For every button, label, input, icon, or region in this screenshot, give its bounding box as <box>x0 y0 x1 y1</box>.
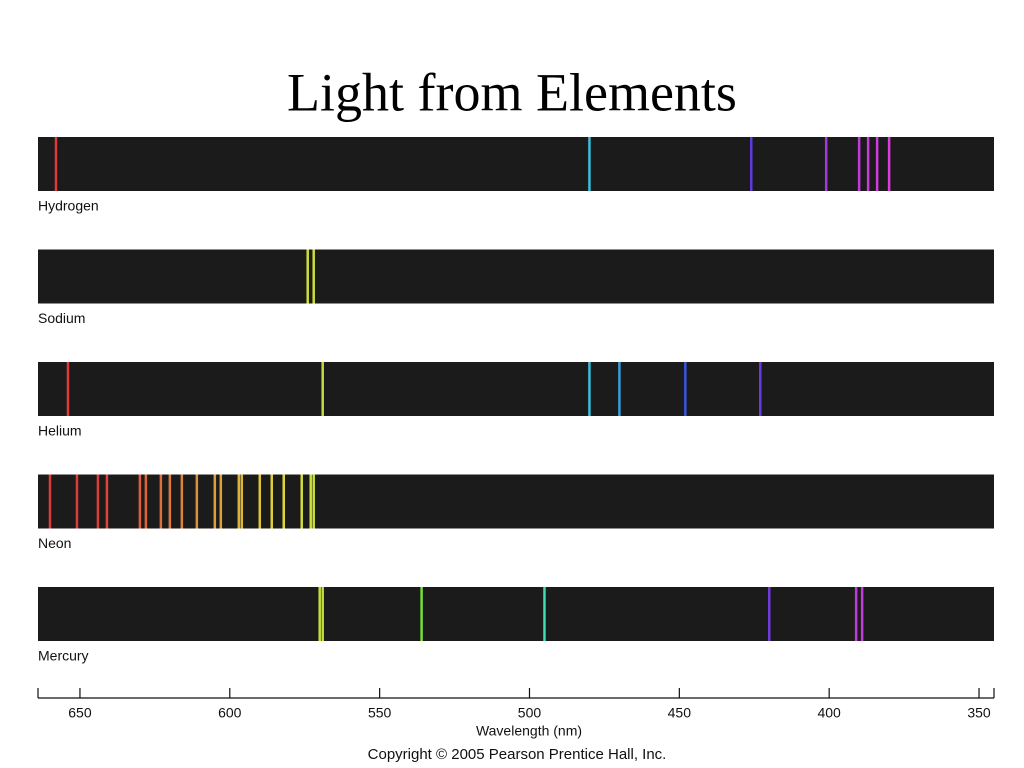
chart-title: Light from Elements <box>287 62 737 122</box>
x-tick-label: 450 <box>668 705 692 721</box>
spectrum-band <box>38 137 994 191</box>
spectrum-band <box>38 587 994 641</box>
x-tick-label: 500 <box>518 705 542 721</box>
element-label: Hydrogen <box>38 198 99 214</box>
element-label: Mercury <box>38 648 89 664</box>
copyright: Copyright © 2005 Pearson Prentice Hall, … <box>368 746 667 763</box>
x-tick-label: 600 <box>218 705 242 721</box>
x-tick-label: 350 <box>967 705 991 721</box>
x-tick-label: 550 <box>368 705 392 721</box>
x-tick-label: 650 <box>68 705 92 721</box>
x-tick-label: 400 <box>817 705 841 721</box>
spectrum-band <box>38 249 994 304</box>
spectrum-band <box>38 362 994 416</box>
element-label: Neon <box>38 535 71 551</box>
x-axis-label: Wavelength (nm) <box>476 723 582 739</box>
element-label: Helium <box>38 423 82 439</box>
element-label: Sodium <box>38 310 85 326</box>
